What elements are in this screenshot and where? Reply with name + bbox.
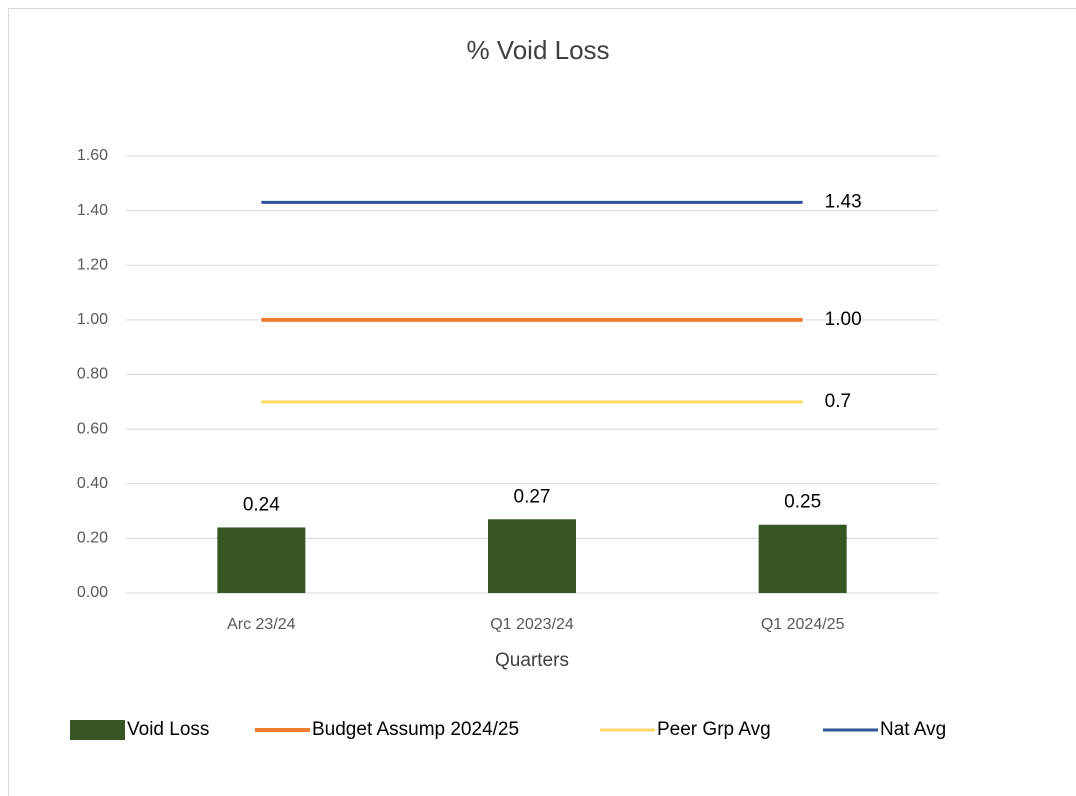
x-tick-label: Q1 2024/25 xyxy=(761,616,845,633)
y-tick-label: 0.80 xyxy=(77,366,108,383)
bar xyxy=(758,524,847,593)
data-label: 0.27 xyxy=(514,486,551,507)
y-tick-label: 0.40 xyxy=(77,475,108,492)
legend-label: Budget Assump 2024/25 xyxy=(312,719,519,740)
legend-swatch xyxy=(70,720,125,740)
legend-label: Peer Grp Avg xyxy=(657,719,771,740)
y-tick-label: 1.60 xyxy=(77,147,108,164)
x-axis-title: Quarters xyxy=(495,650,569,671)
y-tick-label: 0.60 xyxy=(77,420,108,437)
legend-label: Void Loss xyxy=(127,719,209,740)
y-tick-label: 0.00 xyxy=(77,584,108,601)
x-tick-label: Q1 2023/24 xyxy=(490,616,574,633)
y-tick-label: 1.40 xyxy=(77,202,108,219)
y-tick-label: 0.20 xyxy=(77,530,108,547)
data-label: 1.43 xyxy=(825,191,862,212)
data-label: 1.00 xyxy=(825,309,862,330)
legend-label: Nat Avg xyxy=(880,719,946,740)
bar xyxy=(217,527,306,593)
chart-title: % Void Loss xyxy=(466,35,609,65)
y-tick-label: 1.20 xyxy=(77,256,108,273)
y-tick-label: 1.00 xyxy=(77,311,108,328)
bar xyxy=(488,519,576,593)
data-label: 0.24 xyxy=(243,494,280,515)
x-tick-label: Arc 23/24 xyxy=(227,616,296,633)
data-label: 0.25 xyxy=(784,492,821,513)
data-label: 0.7 xyxy=(825,391,851,412)
